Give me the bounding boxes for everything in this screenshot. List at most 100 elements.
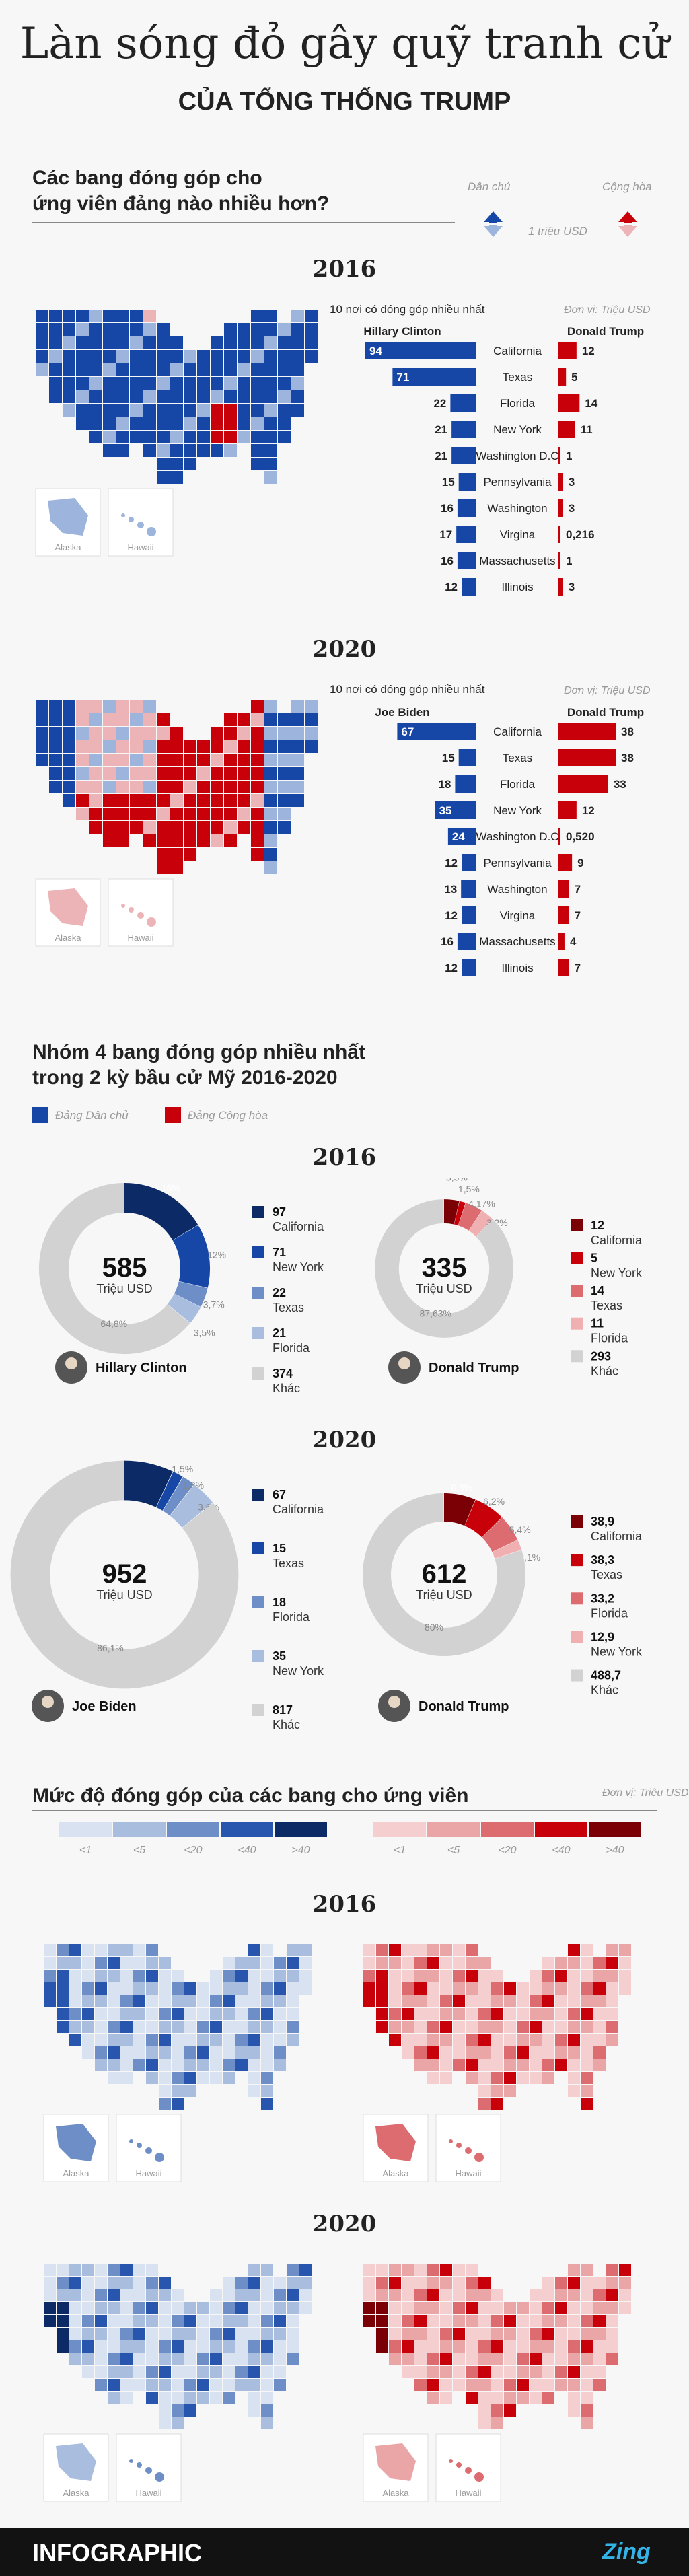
state-tile (542, 2302, 554, 2314)
state-tile (44, 1957, 56, 1969)
state-tile (414, 2059, 427, 2071)
legend-value: 67 (273, 1488, 286, 1501)
state-tile (264, 861, 277, 874)
state-tile (157, 767, 170, 780)
state-tile (120, 1944, 133, 1956)
state-tile (453, 1982, 465, 1995)
state-tile (491, 2289, 503, 2301)
state-tile (593, 2277, 606, 2289)
state-name: Pennsylvania (483, 476, 552, 489)
state-tile (157, 794, 170, 807)
state-tile (159, 2034, 171, 2046)
state-tile (235, 2034, 248, 2046)
state-tile (453, 2034, 465, 2046)
hawaii-island (456, 2462, 462, 2468)
dem-value: 22 (433, 397, 446, 410)
state-tile (261, 1944, 273, 1956)
scale-swatch (373, 1822, 426, 1837)
state-tile (504, 2021, 516, 2033)
state-tile (555, 2289, 567, 2301)
state-tile (517, 2353, 529, 2365)
state-tile (427, 2021, 439, 2033)
state-tile (491, 2072, 503, 2084)
hawaii-island (137, 912, 144, 919)
dem-bar (450, 394, 476, 412)
dem-value: 18 (438, 778, 451, 791)
donut-slice (492, 1540, 522, 1559)
state-tile (402, 1957, 414, 1969)
state-tile (291, 323, 304, 336)
state-tile (389, 2328, 401, 2340)
state-tile (133, 2379, 145, 2391)
state-tile (170, 363, 183, 376)
dem-bar (392, 368, 476, 386)
state-tile (76, 794, 89, 807)
state-tile (581, 1944, 593, 1956)
state-tile (363, 2315, 375, 2327)
state-tile (248, 1982, 260, 1995)
state-tile (116, 323, 129, 336)
state-tile (414, 2315, 427, 2327)
state-tile (157, 336, 170, 349)
state-tile (170, 834, 183, 847)
state-tile (491, 1970, 503, 1982)
state-tile (593, 1957, 606, 1969)
state-tile (82, 1995, 94, 2007)
state-tile (57, 2264, 69, 2276)
state-tile (184, 834, 196, 847)
state-tile (172, 2379, 184, 2391)
state-tile (427, 2328, 439, 2340)
state-tile (593, 1995, 606, 2007)
state-tile (478, 2046, 491, 2059)
state-name: New York (493, 423, 542, 436)
state-tile (157, 727, 170, 740)
state-tile (491, 2034, 503, 2046)
state-tile (170, 390, 183, 403)
state-tile (95, 2046, 107, 2059)
state-tile (89, 350, 102, 363)
state-tile (108, 2328, 120, 2340)
state-tile (235, 2008, 248, 2020)
legend-label: Khác (273, 1718, 300, 1729)
state-tile (133, 2289, 145, 2301)
dem-value: 24 (452, 830, 465, 843)
state-tile (278, 417, 291, 430)
state-tile (146, 2008, 158, 2020)
state-tile (517, 2315, 529, 2327)
state-tile (224, 431, 237, 443)
rep-bar (558, 854, 573, 871)
state-tile (103, 444, 116, 457)
scale-swatch (221, 1822, 273, 1837)
state-tile (261, 1982, 273, 1995)
state-tile (130, 740, 143, 753)
rep-bar (558, 933, 565, 950)
state-tile (606, 2353, 618, 2365)
state-tile (606, 1944, 618, 1956)
state-tile (291, 310, 304, 322)
legend-label: New York (273, 1260, 324, 1274)
state-tile (36, 713, 48, 726)
dem-value: 12 (445, 581, 458, 594)
state-tile (224, 727, 237, 740)
state-tile (223, 2008, 235, 2020)
state-name: Florida (500, 397, 536, 410)
state-tile (143, 404, 156, 417)
level-year-2020: 2020 (312, 2211, 377, 2238)
state-tile (108, 2366, 120, 2378)
dem-value: 16 (441, 502, 454, 515)
legend-value: 38,9 (591, 1515, 614, 1528)
state-tile (251, 310, 264, 322)
state-tile (261, 2277, 273, 2289)
state-tile (581, 2302, 593, 2314)
state-tile (568, 2366, 580, 2378)
state-tile (389, 1970, 401, 1982)
state-tile (504, 2302, 516, 2314)
state-tile (36, 700, 48, 713)
state-tile (238, 727, 250, 740)
state-tile (197, 2328, 209, 2340)
state-tile (235, 1982, 248, 1995)
state-tile (89, 377, 102, 390)
state-name: Virgina (500, 909, 536, 922)
state-tile (581, 2289, 593, 2301)
section2-title-line1: Nhóm 4 bang đóng góp nhiều nhất (32, 1041, 365, 1063)
